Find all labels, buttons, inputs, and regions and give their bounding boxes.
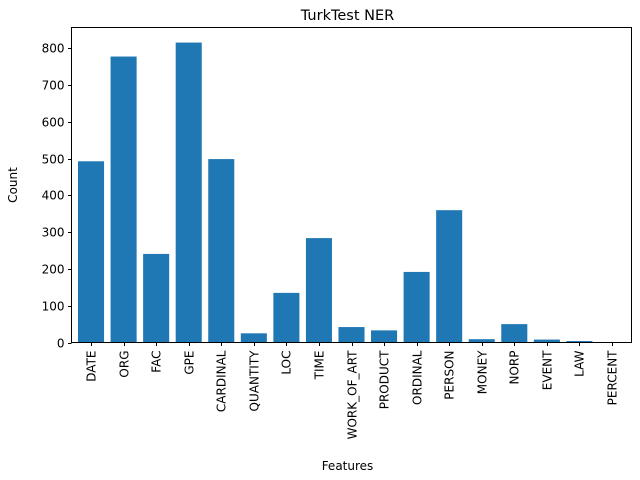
x-tick-label-event: EVENT <box>541 350 555 390</box>
bar-work-of-art <box>338 327 365 343</box>
bar-money <box>468 339 495 343</box>
y-tick-label: 800 <box>42 42 65 56</box>
x-tick-label-loc: LOC <box>280 351 294 375</box>
bar-fac <box>143 253 170 343</box>
x-tick-label-quantity: QUANTITY <box>248 350 262 412</box>
y-tick-label: 100 <box>42 300 65 314</box>
x-axis: DATE ORG FAC GPE CARDINAL QUANTITY LOC TIME WORK… <box>85 342 620 440</box>
plot-area: 0 100 200 300 400 500 600 700 800 DATE ORG FAC GPE C… <box>42 27 632 440</box>
bar-event <box>533 339 560 343</box>
bar-cardinal <box>208 159 235 343</box>
x-tick-label-cardinal: CARDINAL <box>215 350 229 412</box>
x-tick-label-person: PERSON <box>443 351 457 400</box>
bar-quantity <box>240 333 267 343</box>
chart-title: TurkTest NER <box>300 8 394 24</box>
y-tick-label: 400 <box>42 189 65 203</box>
x-tick-label-percent: PERCENT <box>606 350 620 405</box>
bar-law <box>566 341 593 343</box>
x-tick-label-fac: FAC <box>150 351 164 373</box>
y-tick-label: 300 <box>42 226 65 240</box>
x-tick-label-org: ORG <box>118 351 132 378</box>
x-tick-label-gpe: GPE <box>183 351 197 375</box>
x-tick-label-ordinal: ORDINAL <box>411 350 425 405</box>
bar-gpe <box>175 42 202 343</box>
x-tick-label-product: PRODUCT <box>378 350 392 409</box>
y-tick-label: 600 <box>42 116 65 130</box>
x-tick-label-money: MONEY <box>476 350 490 394</box>
bar-person <box>436 210 463 343</box>
y-axis: 0 100 200 300 400 500 600 700 800 <box>42 42 72 351</box>
plot-frame <box>71 27 632 343</box>
x-tick-label-law: LAW <box>573 350 587 377</box>
bar-date <box>78 161 105 343</box>
x-tick-label-date: DATE <box>85 351 99 382</box>
x-tick-label-norp: NORP <box>508 351 522 385</box>
x-axis-label: Features <box>322 459 374 473</box>
bar-product <box>371 330 398 343</box>
bar-loc <box>273 292 300 343</box>
y-tick-label: 700 <box>42 79 65 93</box>
bar-org <box>110 56 137 343</box>
bar-time <box>305 238 332 343</box>
y-tick-label: 0 <box>57 337 65 351</box>
x-tick-label-time: TIME <box>313 351 327 381</box>
y-tick-label: 500 <box>42 153 65 167</box>
x-tick-label-work-of-art: WORK_OF_ART <box>346 350 360 440</box>
bars-group <box>78 42 625 343</box>
y-axis-label: Count <box>6 167 20 203</box>
bar-ordinal <box>403 271 430 343</box>
bar-norp <box>501 324 528 343</box>
y-tick-label: 200 <box>42 263 65 277</box>
